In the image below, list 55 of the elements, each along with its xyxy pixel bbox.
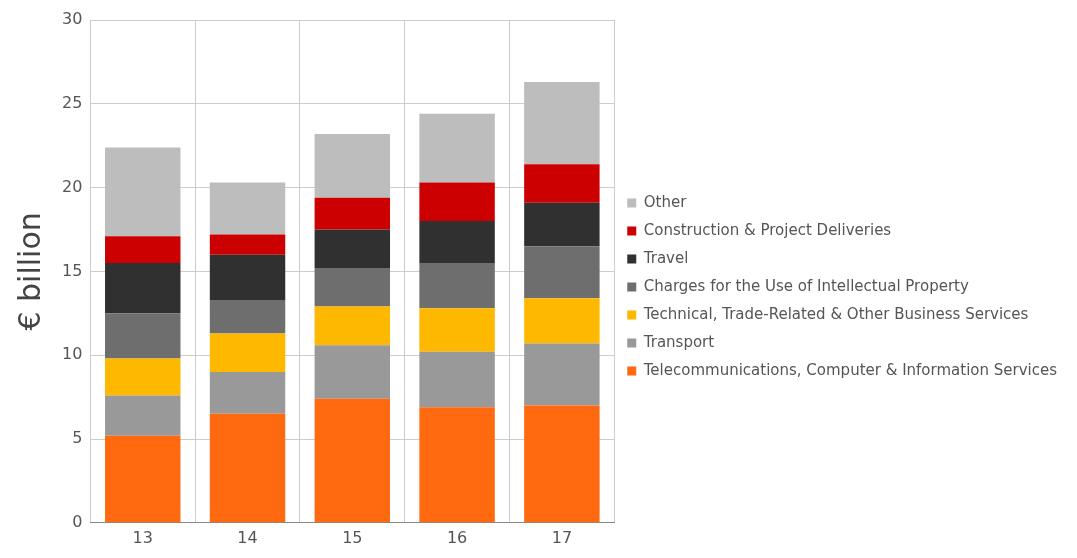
bar	[524, 343, 600, 406]
bar	[209, 413, 286, 523]
bar	[209, 371, 286, 414]
bar	[105, 147, 181, 237]
bar	[419, 308, 495, 352]
bar	[105, 263, 181, 314]
legend-label: Technical, Trade-Related & Other Business Services	[642, 304, 1029, 323]
bar	[209, 254, 286, 300]
bar	[314, 306, 391, 346]
y-tick-label: 0	[72, 511, 83, 531]
bar	[314, 345, 391, 399]
legend-label: Charges for the Use of Intellectual Property	[643, 276, 969, 295]
bar	[419, 182, 495, 222]
bar	[105, 236, 181, 264]
bar	[105, 435, 181, 523]
bar	[524, 164, 600, 203]
legend-label: Travel	[642, 248, 689, 267]
y-tick-label: 25	[62, 92, 83, 112]
x-tick-label: 16	[446, 527, 468, 547]
bar	[314, 133, 391, 198]
bar	[419, 351, 495, 408]
legend-label: Transport	[642, 332, 715, 351]
x-tick-label: 17	[551, 527, 573, 547]
bar	[524, 202, 600, 247]
bar	[209, 234, 286, 255]
bar	[524, 246, 600, 299]
bar	[419, 263, 495, 309]
bar	[419, 221, 495, 264]
x-tick-label: 14	[237, 527, 258, 547]
bar	[314, 398, 391, 523]
y-tick-label: 15	[62, 260, 83, 280]
bar	[524, 82, 600, 165]
y-tick-label: 5	[72, 428, 83, 448]
bar	[209, 299, 286, 334]
bar	[105, 395, 181, 436]
bar	[524, 405, 600, 523]
bar	[314, 197, 391, 230]
y-axis-title: € billion	[11, 212, 47, 331]
y-tick-label: 10	[62, 344, 83, 364]
bar	[314, 268, 391, 307]
bar	[419, 407, 495, 523]
bar	[105, 313, 181, 359]
bar	[524, 298, 600, 344]
bar	[314, 229, 391, 269]
legend-label: Telecommunications, Computer & Information Services	[642, 360, 1058, 379]
legend-label: Other	[643, 192, 688, 211]
x-tick-label: 13	[132, 527, 153, 547]
bar	[419, 113, 495, 183]
x-tick-label: 15	[342, 527, 363, 547]
bar	[209, 333, 286, 372]
y-tick-label: 20	[62, 176, 83, 196]
y-tick-label: 30	[62, 9, 83, 29]
bar	[209, 182, 286, 235]
bar	[105, 358, 181, 396]
legend-label: Construction & Project Deliveries	[643, 220, 892, 239]
